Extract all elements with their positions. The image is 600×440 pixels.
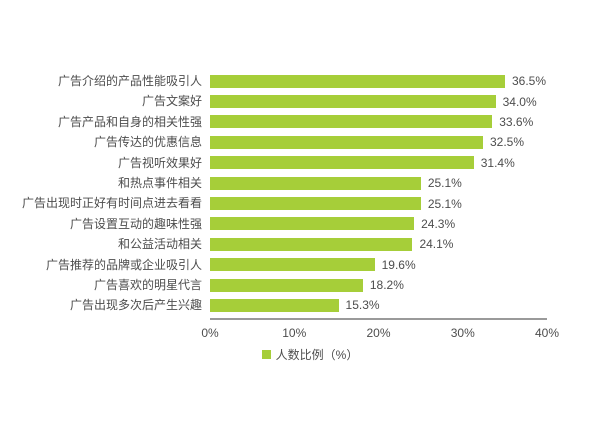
category-label: 广告产品和自身的相关性强 [57,114,202,129]
legend: 人数比例（%） [0,346,600,363]
bar-track: 24.1% [210,237,546,252]
bar-track: 31.4% [210,155,546,170]
category-label: 广告文案好 [141,94,202,109]
bar-row: 广告介绍的产品性能吸引人 36.5% [0,71,600,91]
bar [210,74,505,88]
bar-track: 33.6% [210,114,546,129]
bar [210,197,421,211]
bar-row: 广告产品和自身的相关性强 33.6% [0,112,600,132]
bar-row: 广告传达的优惠信息 32.5% [0,132,600,152]
value-label: 33.6% [499,114,534,129]
value-label: 34.0% [502,94,537,109]
bar-row: 广告出现时正好有时间点进去看看 25.1% [0,193,600,213]
bar-track: 25.1% [210,176,546,191]
bar-row: 广告视听效果好 31.4% [0,153,600,173]
bar [210,135,483,149]
bar [210,278,363,292]
category-label: 和公益活动相关 [117,237,202,252]
value-label: 19.6% [381,257,416,272]
value-label: 25.1% [427,176,462,191]
category-label: 广告出现多次后产生兴趣 [69,298,202,313]
category-label: 广告推荐的品牌或企业吸引人 [45,257,202,272]
bar-row: 和热点事件相关 25.1% [0,173,600,193]
x-tick: 40% [534,325,560,340]
bar-row: 和公益活动相关 24.1% [0,234,600,254]
value-label: 24.3% [421,216,456,231]
bar [210,176,421,190]
x-tick: 0% [201,325,219,340]
x-tick: 20% [366,325,391,340]
bar [210,156,474,170]
bar-track: 24.3% [210,216,546,231]
bar-track: 15.3% [210,298,546,313]
legend-swatch-icon [261,349,271,359]
category-label: 广告介绍的产品性能吸引人 [57,74,202,88]
bar [210,298,339,312]
category-label: 和热点事件相关 [117,175,202,190]
legend-label: 人数比例（%） [275,347,359,362]
x-tick: 10% [282,325,307,340]
value-label: 36.5% [511,74,546,89]
value-label: 18.2% [369,278,404,293]
value-label: 24.1% [419,237,454,252]
bar-track: 32.5% [210,135,546,150]
category-label: 广告设置互动的趣味性强 [69,216,202,231]
chart-area: 广告介绍的产品性能吸引人 36.5% 广告文案好 34.0% 广告产品和自身的相… [0,71,600,363]
category-label: 广告传达的优惠信息 [93,135,202,150]
category-label: 广告喜欢的明星代言 [93,277,202,292]
bar [210,258,375,272]
bar-row: 广告出现多次后产生兴趣 15.3% [0,295,600,315]
x-tick: 30% [450,325,475,340]
bar-track: 34.0% [210,94,546,109]
category-label: 广告视听效果好 [117,155,202,170]
bar [210,115,493,129]
bar-row: 广告文案好 34.0% [0,91,600,111]
bar-row: 广告推荐的品牌或企业吸引人 19.6% [0,255,600,275]
bar-row: 广告喜欢的明星代言 18.2% [0,275,600,295]
value-label: 32.5% [490,135,525,150]
bar-row: 广告设置互动的趣味性强 24.3% [0,214,600,234]
bar-track: 25.1% [210,196,546,211]
bar-track: 19.6% [210,257,546,272]
value-label: 15.3% [345,298,380,313]
bar-track: 36.5% [210,74,546,89]
bar [210,95,496,109]
value-label: 25.1% [427,196,462,211]
bar [210,237,413,251]
value-label: 31.4% [480,155,515,170]
category-label: 广告出现时正好有时间点进去看看 [21,196,202,211]
x-axis-tick-labels: 0% 10% 20% 30% 40% [201,325,559,342]
bar-track: 18.2% [210,278,546,293]
bar [210,217,415,231]
x-axis-baseline [210,317,547,320]
